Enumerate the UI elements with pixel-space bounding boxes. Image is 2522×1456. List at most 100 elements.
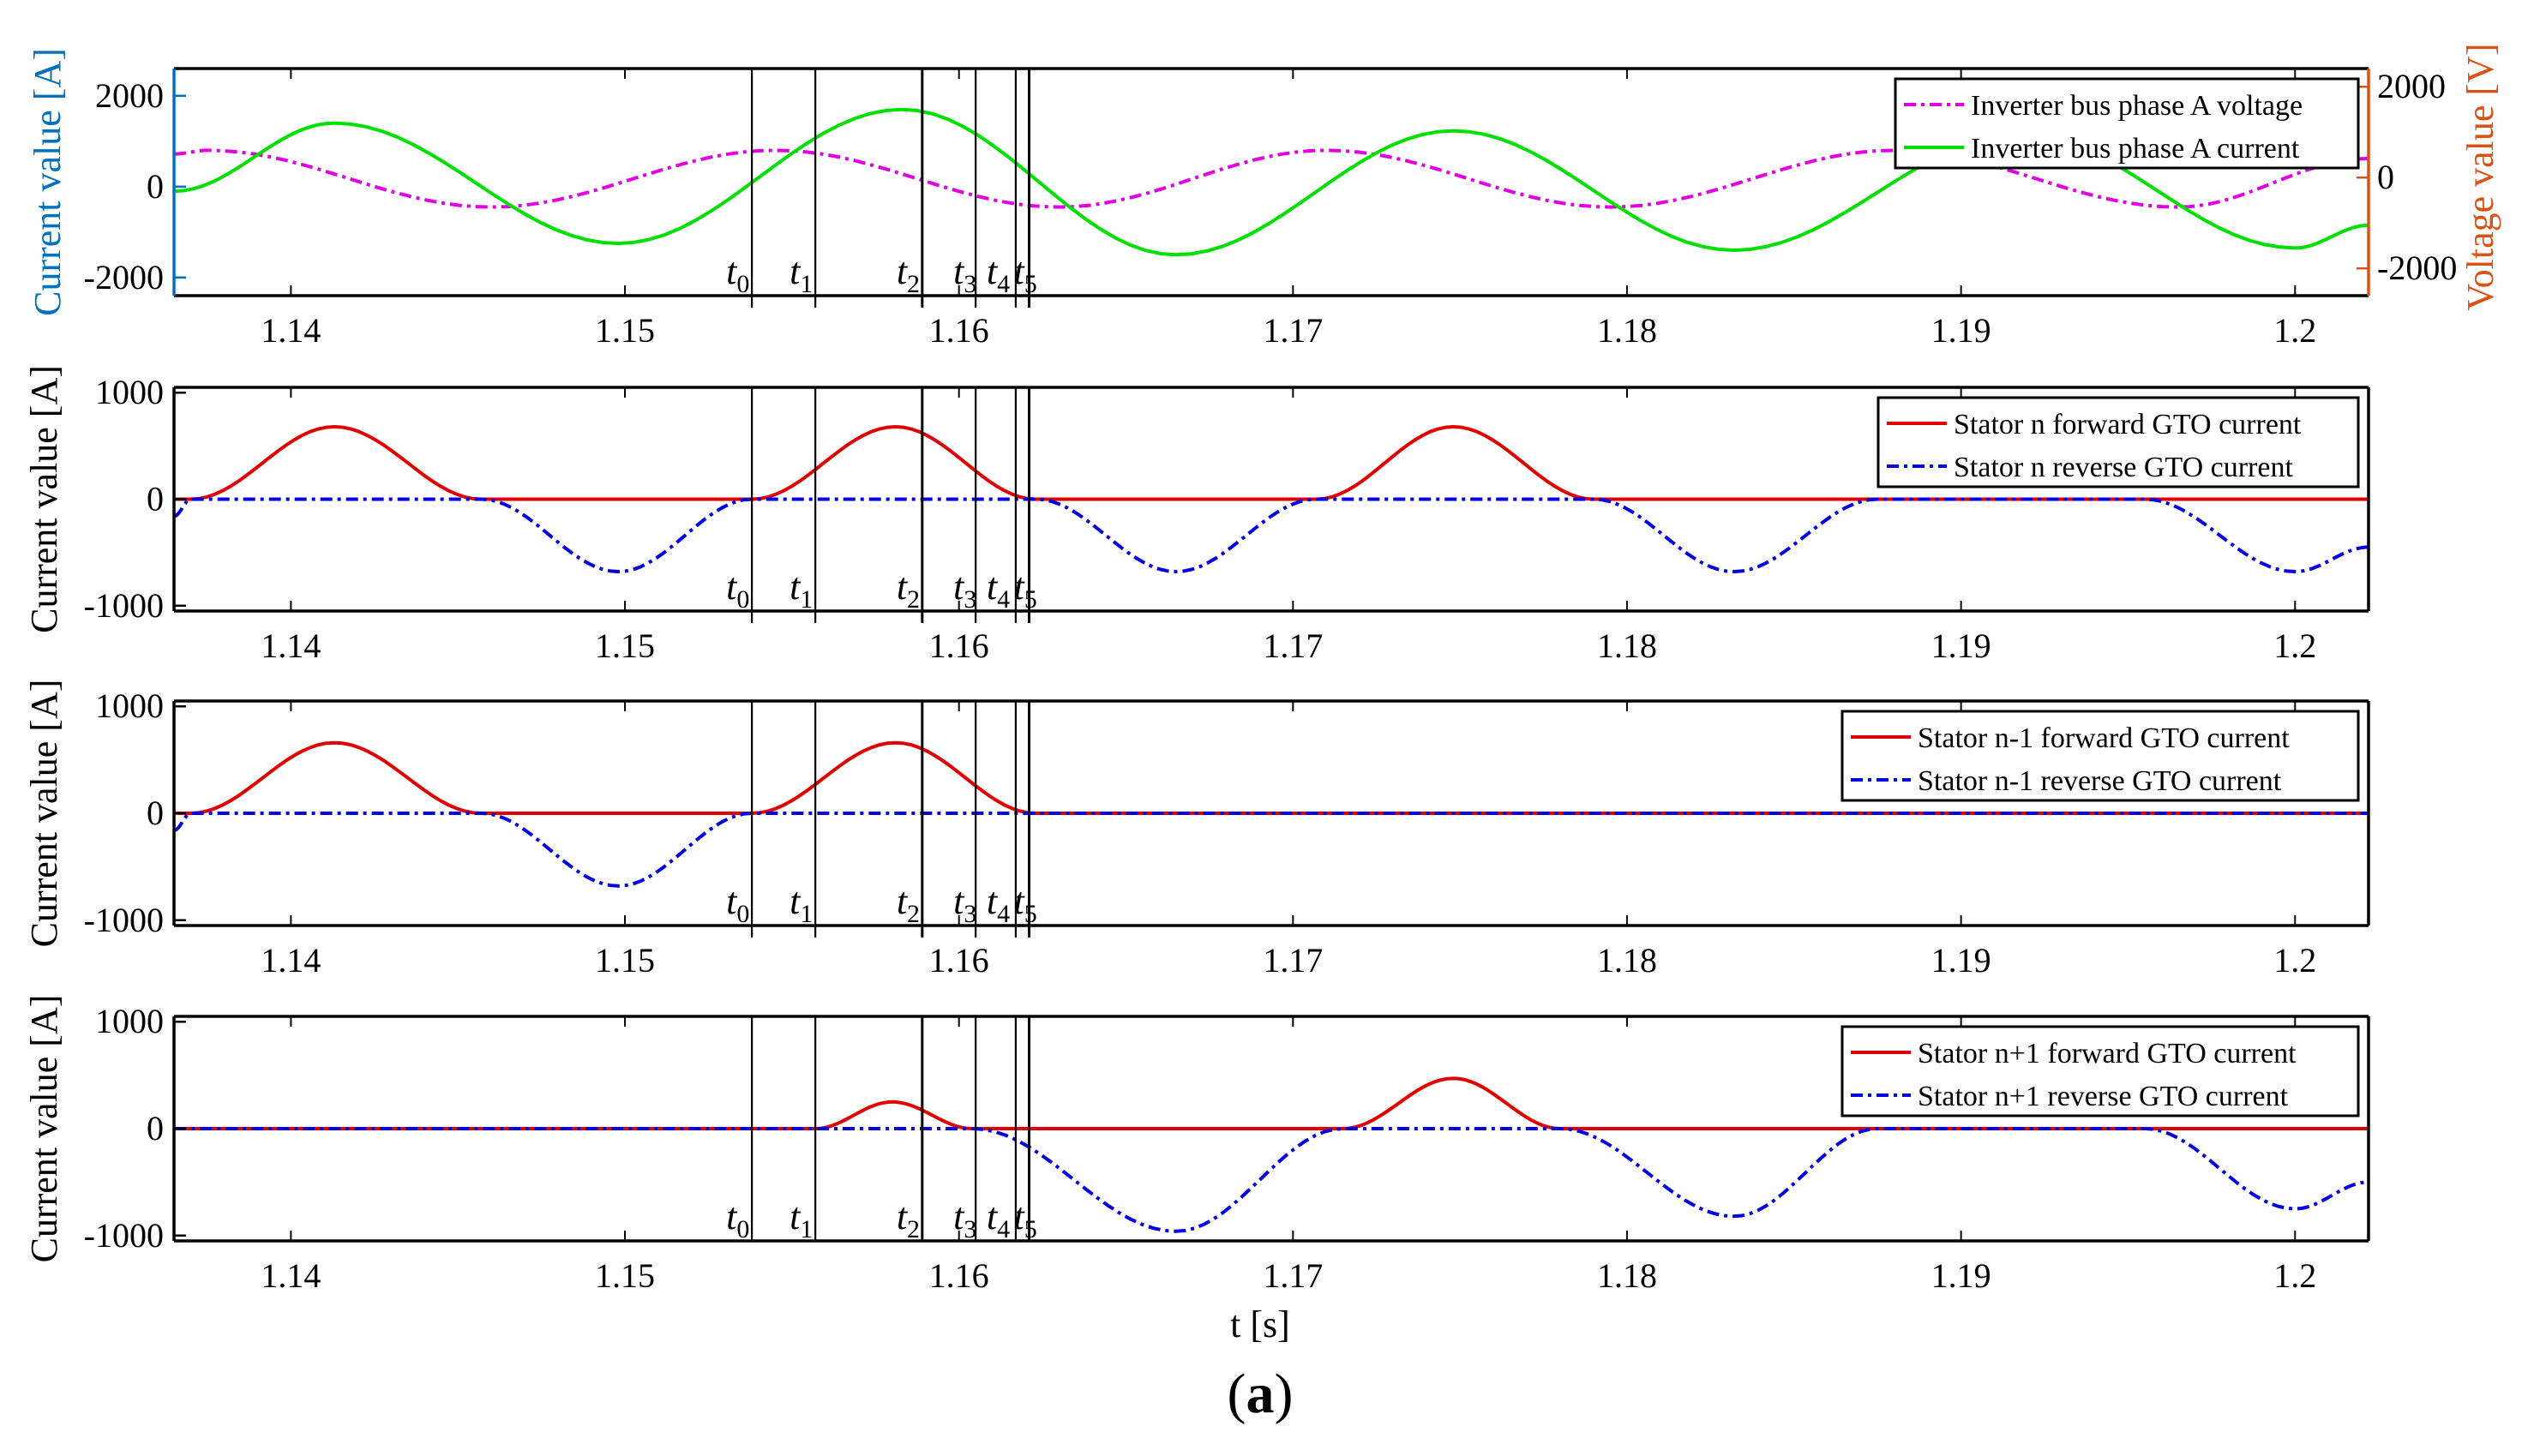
x-tick-label: 1.17 [1263, 311, 1323, 350]
time-marker-sub: 2 [907, 1215, 920, 1243]
time-marker-sub: 4 [997, 900, 1010, 928]
x-tick-label: 1.19 [1931, 311, 1991, 350]
time-marker-label: t4 [987, 566, 1010, 614]
x-tick-label: 1.18 [1597, 941, 1657, 980]
time-marker-t: t [953, 1195, 965, 1237]
time-marker-t: t [726, 566, 738, 608]
time-marker-t: t [987, 250, 999, 292]
time-marker-sub: 1 [800, 270, 813, 298]
series-line-a [174, 740, 2369, 815]
x-tick-label: 1.2 [2273, 311, 2316, 350]
x-tick-label: 1.16 [929, 941, 989, 980]
time-marker-t: t [790, 880, 802, 922]
y-tick-label: 1000 [95, 1002, 164, 1040]
time-marker-label: t0 [726, 880, 749, 928]
time-marker-t: t [897, 250, 909, 292]
time-marker-sub: 4 [997, 270, 1010, 298]
time-marker-t: t [953, 880, 965, 922]
time-marker-t: t [1014, 880, 1026, 922]
x-tick-label: 1.15 [595, 941, 655, 980]
time-marker-label: t0 [726, 1195, 749, 1243]
time-marker-label: t2 [897, 1195, 920, 1243]
legend-entry: Stator n+1 forward GTO current [1918, 1038, 2297, 1070]
time-marker-sub: 3 [964, 1215, 976, 1243]
x-tick-label: 1.14 [261, 311, 321, 350]
time-marker-t: t [726, 880, 738, 922]
figure-caption: (a) [1228, 1363, 1294, 1425]
time-marker-label: t1 [790, 250, 813, 298]
time-marker-sub: 5 [1024, 1215, 1037, 1243]
time-marker-t: t [1014, 250, 1026, 292]
x-tick-label: 1.14 [261, 626, 321, 665]
time-marker-label: t3 [953, 1195, 976, 1243]
caption-letter: a [1246, 1363, 1275, 1425]
time-marker-sub: 1 [800, 1215, 813, 1243]
time-marker-t: t [726, 250, 738, 292]
x-tick-label: 1.18 [1597, 1256, 1657, 1295]
legend-entry: Stator n reverse GTO current [1954, 452, 2293, 483]
series-line-b [174, 812, 2369, 888]
y-tick-label: -1000 [84, 901, 164, 939]
x-tick-label: 1.2 [2273, 1256, 2316, 1295]
time-marker-label: t1 [790, 880, 813, 928]
series-line-b [174, 107, 2369, 257]
time-marker-label: t2 [897, 880, 920, 928]
legend-entry: Stator n-1 forward GTO current [1918, 722, 2290, 754]
x-tick-label: 1.17 [1263, 1256, 1323, 1295]
time-marker-sub: 2 [907, 585, 920, 614]
time-marker-label: t1 [790, 566, 813, 614]
y-axis-label: Current value [A] [23, 365, 65, 633]
series-line-a [174, 1076, 2369, 1130]
time-marker-t: t [790, 1195, 802, 1237]
time-marker-sub: 2 [907, 900, 920, 928]
time-marker-t: t [987, 566, 999, 608]
time-marker-sub: 3 [964, 585, 976, 614]
time-marker-label: t3 [953, 250, 976, 298]
time-marker-label: t3 [953, 880, 976, 928]
time-marker-sub: 0 [736, 900, 749, 928]
time-marker-sub: 4 [997, 585, 1010, 614]
time-marker-sub: 4 [997, 1215, 1010, 1243]
time-marker-label: t1 [790, 1195, 813, 1243]
y-tick-label: -1000 [84, 1216, 164, 1255]
y-tick-label: 1000 [95, 686, 164, 725]
y-axis-label-right: Voltage value [V] [2459, 44, 2501, 311]
panel-inverter: 1.14 1.15 1.16 1.17 1.18 1.19 1.2 -2000 0 2000 -20… [27, 44, 2501, 350]
time-marker-sub: 1 [800, 900, 813, 928]
time-marker-t: t [726, 1195, 738, 1237]
plot-layer: 1.14 1.15 1.16 1.17 1.18 1.19 1.2 -2000 0 2000 -20… [23, 44, 2501, 1295]
time-marker-sub: 3 [964, 900, 976, 928]
x-tick-label: 1.16 [929, 311, 989, 350]
time-marker-label: t5 [1014, 250, 1037, 298]
time-marker-t: t [897, 1195, 909, 1237]
time-marker-label: t5 [1014, 566, 1037, 614]
time-marker-label: t5 [1014, 1195, 1037, 1243]
y-tick-label: -2000 [84, 258, 164, 297]
x-axis-label: t [s] [1230, 1303, 1290, 1345]
time-marker-sub: 0 [736, 1215, 749, 1243]
y-tick-label: 2000 [95, 76, 164, 115]
x-tick-label: 1.15 [595, 626, 655, 665]
y-axis-label: Current value [A] [23, 995, 65, 1263]
y-tick-label: -1000 [84, 586, 164, 625]
x-tick-label: 1.2 [2273, 941, 2316, 980]
time-marker-sub: 5 [1024, 585, 1037, 614]
x-tick-label: 1.19 [1931, 1256, 1991, 1295]
legend-entry: Inverter bus phase A voltage [1971, 90, 2303, 122]
time-marker-label: t0 [726, 566, 749, 614]
panel-stator_n: 1.14 1.15 1.16 1.17 1.18 1.19 1.2 -1000 0 1000 Cur… [23, 365, 2370, 665]
y-axis-label: Current value [A] [23, 680, 65, 948]
legend-box [1894, 77, 2360, 170]
y-axis-label: Current value [A] [27, 48, 69, 316]
legend-box [1840, 1025, 2360, 1117]
time-marker-sub: 0 [736, 270, 749, 298]
x-tick-label: 1.15 [595, 1256, 655, 1295]
time-marker-label: t0 [726, 250, 749, 298]
x-tick-label: 1.2 [2273, 626, 2316, 665]
legend-box [1840, 710, 2360, 802]
y-tick-label-right: -2000 [2377, 249, 2457, 287]
time-marker-t: t [953, 250, 965, 292]
x-tick-label: 1.19 [1931, 941, 1991, 980]
legend-entry: Stator n-1 reverse GTO current [1918, 765, 2282, 797]
time-marker-t: t [987, 880, 999, 922]
